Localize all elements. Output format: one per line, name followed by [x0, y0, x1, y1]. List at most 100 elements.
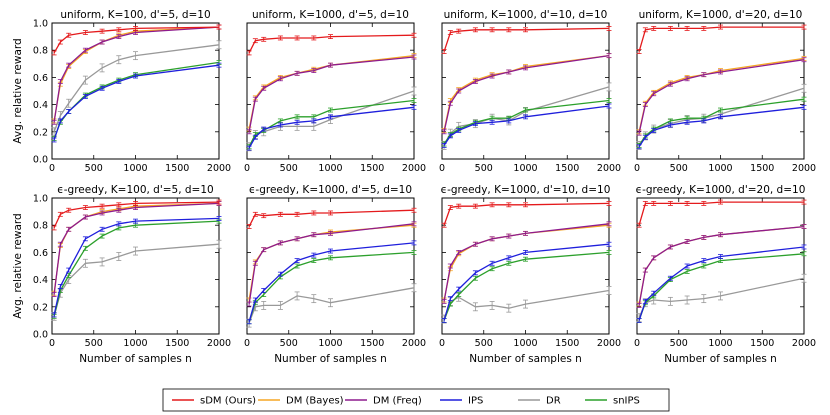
- x-tick-label: 2000: [792, 338, 816, 349]
- series-line: [638, 253, 805, 321]
- series-line: [53, 217, 220, 316]
- x-tick-label: 1500: [360, 163, 384, 174]
- x-tick-label: 2000: [207, 163, 231, 174]
- x-tick-label: 2000: [402, 338, 426, 349]
- series-line: [53, 44, 220, 133]
- series-line: [53, 202, 220, 294]
- subplot-title: uniform, K=1000, d'=5, d=10: [252, 9, 409, 21]
- series-line: [443, 289, 610, 320]
- y-tick-label: 0.0: [33, 330, 48, 341]
- legend-label: IPS: [468, 396, 483, 407]
- x-tick-label: 2000: [597, 163, 621, 174]
- x-tick-label: 1000: [513, 163, 537, 174]
- subplot-title: uniform, K=100, d'=5, d=10: [60, 9, 210, 21]
- y-tick-label: 0.2: [33, 127, 48, 138]
- x-tick-label: 1000: [513, 338, 537, 349]
- x-axis-label: Number of samples n: [274, 353, 387, 365]
- subplot: uniform, K=1000, d'=10, d=10 0 500 1000 1500…: [439, 9, 621, 174]
- series-line: [53, 26, 220, 54]
- series-line: [638, 98, 805, 146]
- y-tick-label: 1.0: [33, 194, 48, 205]
- subplot-title: ϵ-greedy, K=1000, d'=10, d=10: [441, 184, 611, 196]
- subplot: uniform, K=1000, d'=20, d=10 0 500 1000 1500…: [634, 9, 816, 174]
- series-line: [248, 251, 415, 323]
- x-tick-label: 500: [670, 338, 688, 349]
- series-line: [443, 27, 610, 52]
- series-line: [638, 246, 805, 321]
- series-line: [53, 202, 220, 295]
- subplot: ϵ-greedy, K=1000, d'=20, d=10 0 500 1000 150…: [634, 184, 816, 349]
- x-axis-label: Number of samples n: [664, 353, 777, 365]
- y-tick-label: 0.4: [33, 100, 48, 111]
- axes-frame: [246, 22, 415, 160]
- series-line: [638, 225, 805, 305]
- x-tick-label: 1000: [708, 163, 732, 174]
- series-line: [443, 105, 610, 146]
- series-line: [638, 57, 805, 132]
- y-tick-label: 0.4: [33, 275, 48, 286]
- legend-frame: [162, 388, 670, 412]
- legend-label: DR: [546, 396, 561, 407]
- y-tick-label: 0.2: [33, 302, 48, 313]
- y-tick-label: 0.0: [33, 155, 48, 166]
- x-tick-label: 500: [85, 338, 103, 349]
- series-line: [638, 26, 804, 52]
- y-tick-label: 0.6: [33, 73, 48, 84]
- subplot-title: uniform, K=1000, d'=20, d=10: [639, 9, 803, 21]
- subplot: uniform, K=1000, d'=5, d=10 0 500 1000 1500 2…: [244, 9, 426, 174]
- x-tick-label: 1500: [360, 338, 384, 349]
- series-line: [638, 201, 804, 226]
- x-tick-label: 500: [85, 163, 103, 174]
- axes-frame: [51, 197, 220, 335]
- legend-label: sDM (Ours): [200, 396, 256, 407]
- series-line: [443, 251, 610, 321]
- x-tick-label: 2000: [792, 163, 816, 174]
- series-line: [638, 225, 805, 306]
- x-tick-label: 1500: [750, 163, 774, 174]
- axes-frame: [636, 197, 805, 335]
- axes-frame: [636, 22, 805, 160]
- y-tick-label: 0.8: [33, 46, 48, 57]
- x-tick-label: 0: [49, 163, 55, 174]
- x-tick-label: 0: [49, 338, 55, 349]
- x-tick-label: 1000: [318, 338, 342, 349]
- subplot: ϵ-greedy, K=100, d'=5, d=10 0 500 1000 1500 2…: [33, 184, 231, 349]
- axes-frame: [441, 22, 610, 160]
- x-tick-label: 0: [439, 338, 445, 349]
- series-line: [248, 99, 415, 148]
- x-tick-label: 500: [670, 163, 688, 174]
- x-axis-label: Number of samples n: [469, 353, 582, 365]
- series-line: [248, 106, 415, 149]
- y-tick-label: 1.0: [33, 19, 48, 30]
- x-axis-label: Number of samples n: [79, 353, 192, 365]
- x-tick-label: 1500: [165, 338, 189, 349]
- subplot: uniform, K=100, d'=5, d=10 0 500 1000 1500 20…: [33, 9, 231, 174]
- x-tick-label: 2000: [597, 338, 621, 349]
- x-tick-label: 500: [475, 163, 493, 174]
- series-line: [248, 56, 415, 132]
- legend-label: DM (Freq): [373, 396, 422, 407]
- x-tick-label: 0: [244, 163, 250, 174]
- legend: sDM (Ours) DM (Bayes) DM (Freq) IPS DR snIPS: [162, 388, 670, 412]
- axes-frame: [441, 197, 610, 335]
- series-line: [248, 34, 415, 54]
- x-tick-label: 500: [280, 163, 298, 174]
- series-line: [248, 54, 415, 130]
- legend-label: DM (Bayes): [286, 396, 344, 407]
- subplot-title: uniform, K=1000, d'=10, d=10: [444, 9, 608, 21]
- series-line: [53, 64, 220, 141]
- series-line: [443, 243, 610, 321]
- x-tick-label: 0: [634, 163, 640, 174]
- subplot-title: ϵ-greedy, K=1000, d'=20, d=10: [636, 184, 806, 196]
- x-tick-label: 500: [280, 338, 298, 349]
- series-line: [443, 224, 610, 301]
- x-tick-label: 1500: [555, 163, 579, 174]
- subplot-title: ϵ-greedy, K=1000, d'=5, d=10: [249, 184, 412, 196]
- series-line: [443, 202, 610, 226]
- axes-frame: [246, 197, 415, 335]
- subplot-title: ϵ-greedy, K=100, d'=5, d=10: [57, 184, 213, 196]
- legend-label: snIPS: [613, 396, 640, 407]
- series-line: [53, 220, 220, 317]
- series-line: [638, 106, 805, 148]
- x-tick-label: 1000: [318, 163, 342, 174]
